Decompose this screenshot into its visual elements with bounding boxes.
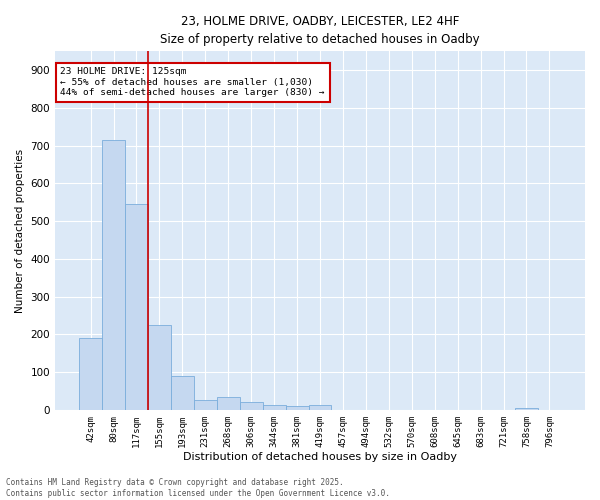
Bar [217, 396, 240, 410]
Bar [308, 406, 331, 410]
Bar [125, 204, 148, 410]
Bar [286, 406, 308, 410]
Title: 23, HOLME DRIVE, OADBY, LEICESTER, LE2 4HF
Size of property relative to detached: 23, HOLME DRIVE, OADBY, LEICESTER, LE2 4… [160, 15, 480, 46]
Text: Contains HM Land Registry data © Crown copyright and database right 2025.
Contai: Contains HM Land Registry data © Crown c… [6, 478, 390, 498]
Bar [79, 338, 102, 410]
Bar [171, 376, 194, 410]
Y-axis label: Number of detached properties: Number of detached properties [15, 148, 25, 312]
Bar [194, 400, 217, 410]
Bar [148, 325, 171, 410]
Text: 23 HOLME DRIVE: 125sqm
← 55% of detached houses are smaller (1,030)
44% of semi-: 23 HOLME DRIVE: 125sqm ← 55% of detached… [61, 68, 325, 98]
Bar [263, 405, 286, 410]
Bar [240, 402, 263, 410]
Bar [102, 140, 125, 410]
X-axis label: Distribution of detached houses by size in Oadby: Distribution of detached houses by size … [183, 452, 457, 462]
Bar [515, 408, 538, 410]
